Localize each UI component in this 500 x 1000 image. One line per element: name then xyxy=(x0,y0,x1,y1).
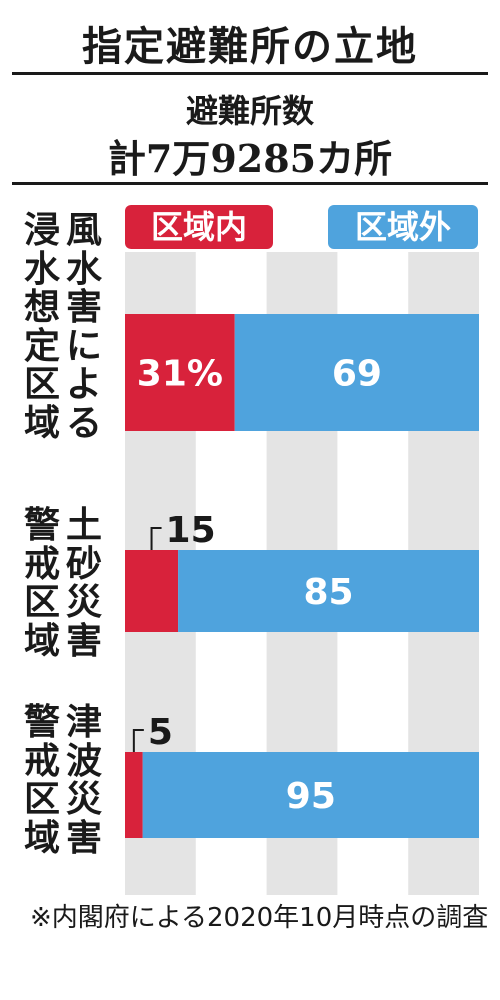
value-label-inside: 31% xyxy=(137,354,223,395)
value-label-inside: 5 xyxy=(148,712,173,753)
shelter-count-total: 計7万9285カ所 xyxy=(107,136,393,181)
value-leader-line xyxy=(150,527,162,550)
row-label-landslide-col1: 警戒区域 xyxy=(23,505,60,662)
value-leader-line xyxy=(132,729,144,752)
shelter-count-label: 避難所数 xyxy=(185,92,314,130)
title-rule xyxy=(12,72,488,75)
bar-inside xyxy=(125,550,179,632)
chart-title: 指定避難所の立地 xyxy=(82,24,418,70)
value-label-outside: 69 xyxy=(332,354,382,395)
bar-outside xyxy=(142,752,479,838)
row-label-flood-col1: 浸水想定区域 xyxy=(23,210,60,444)
value-label-inside: 15 xyxy=(166,510,216,551)
row-label-tsunami-col2: 津波災害 xyxy=(65,702,102,859)
row-label-tsunami-col1: 警戒区域 xyxy=(23,702,60,859)
value-label-outside: 95 xyxy=(286,776,336,817)
bar-outside xyxy=(234,314,479,431)
legend-outside: 区域外 xyxy=(328,205,478,249)
source-note: ※内閣府による2020年10月時点の調査 xyxy=(30,903,489,933)
bar-outside xyxy=(178,550,479,632)
value-label-outside: 85 xyxy=(303,572,353,613)
bar-inside xyxy=(125,752,143,838)
row-label-flood-col2: 風水害による xyxy=(65,210,102,444)
legend-inside: 区域内 xyxy=(125,205,273,249)
bar-inside xyxy=(125,314,235,431)
subtitle-rule xyxy=(12,182,488,185)
row-label-landslide-col2: 土砂災害 xyxy=(65,505,102,662)
